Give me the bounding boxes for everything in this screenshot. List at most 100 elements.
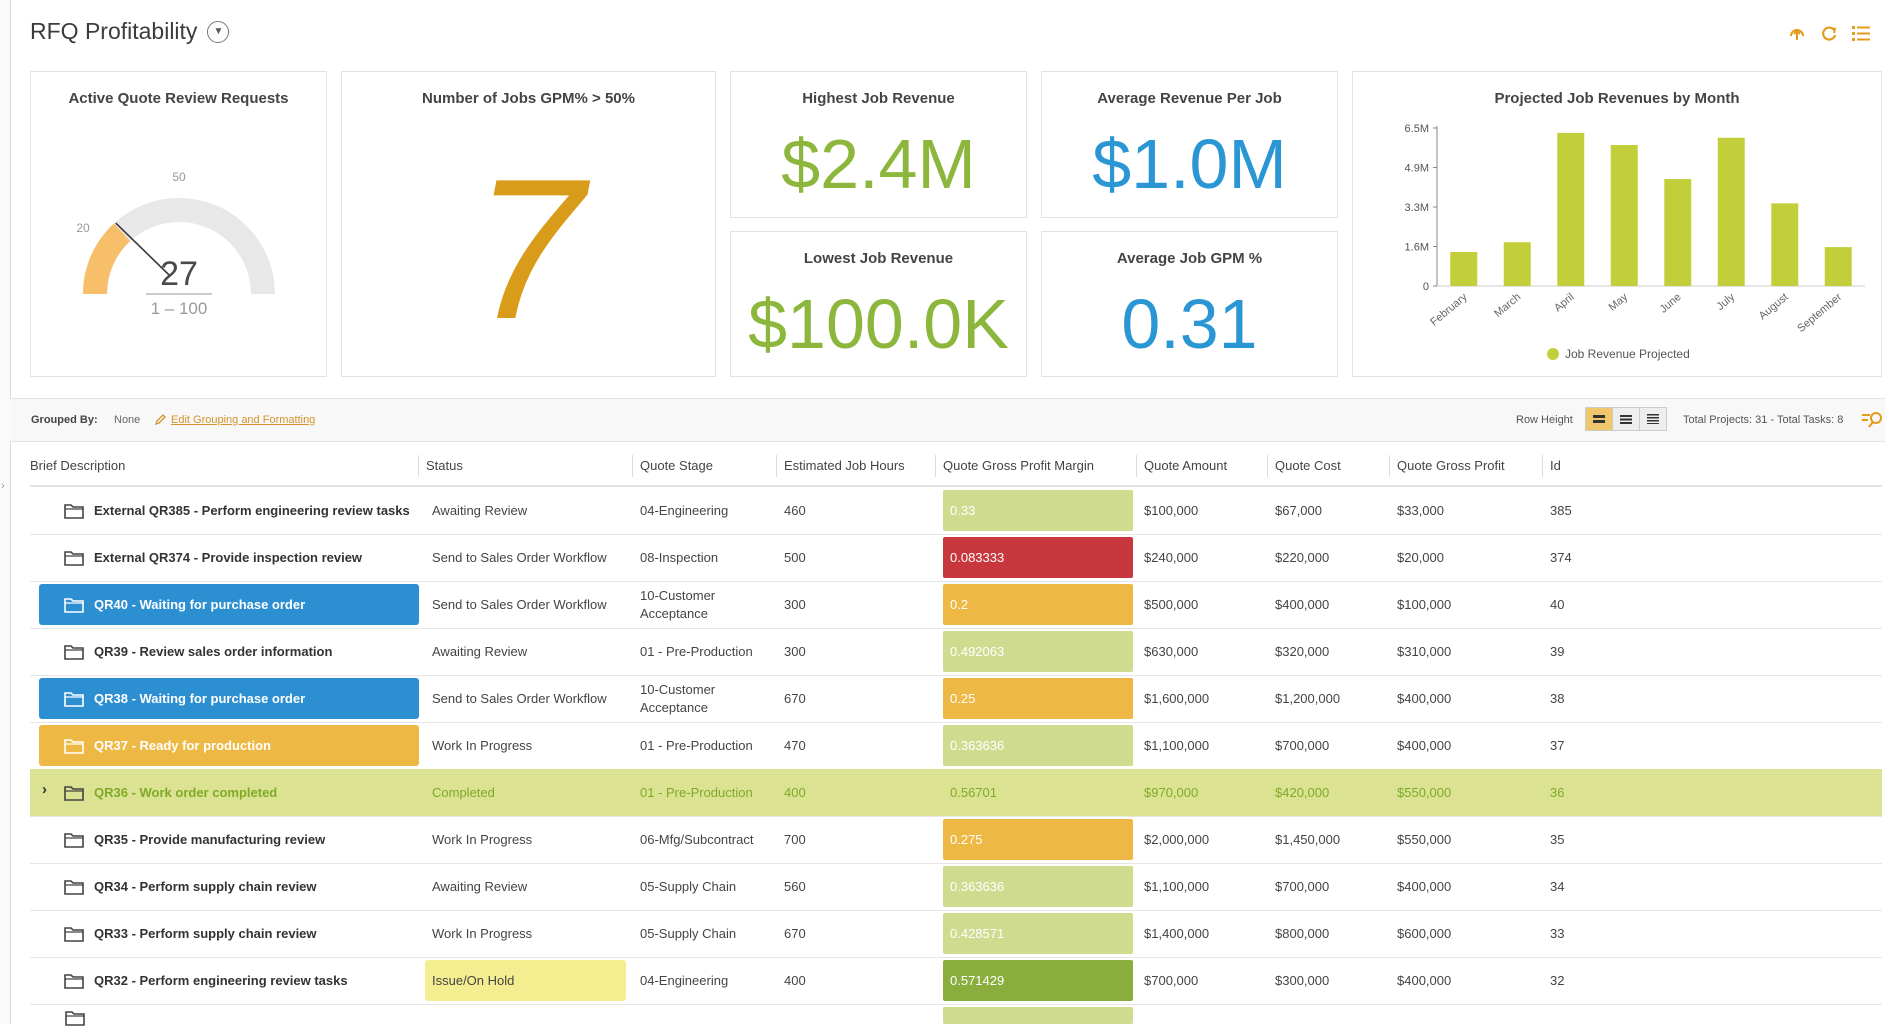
row-height-large-button[interactable]	[1586, 408, 1613, 430]
folder-icon	[64, 503, 84, 519]
edit-grouping-link[interactable]: Edit Grouping and Formatting	[154, 413, 315, 426]
expand-row-icon[interactable]: ›	[42, 781, 47, 798]
table-row[interactable]: QR32 - Perform engineering review tasks I…	[30, 957, 1882, 1005]
table-row[interactable]: QR38 - Waiting for purchase order Send to…	[30, 675, 1882, 723]
column-separator[interactable]	[1267, 455, 1268, 477]
row-height-small-button[interactable]	[1640, 408, 1666, 430]
gross-profit-margin-cell: 0.492063	[943, 631, 1133, 672]
grid-toolbar: Grouped By: None Edit Grouping and Forma…	[10, 398, 1885, 442]
brief-description-text: QR36 - Work order completed	[94, 785, 278, 800]
brief-description-cell[interactable]: QR32 - Perform engineering review tasks	[39, 957, 419, 1004]
quote-stage-cell: 06-Mfg/Subcontract	[640, 831, 754, 847]
column-separator[interactable]	[935, 455, 936, 477]
quote-amount-cell: $1,600,000	[1144, 691, 1210, 706]
legend-swatch	[1547, 348, 1559, 360]
column-separator[interactable]	[1542, 455, 1543, 477]
table-row[interactable]: › QR36 - Work order completed Completed 01 …	[30, 769, 1882, 817]
brief-description-text: QR32 - Perform engineering review tasks	[94, 973, 348, 988]
quote-gross-profit-cell: $400,000	[1397, 879, 1452, 894]
column-separator[interactable]	[776, 455, 777, 477]
table-row[interactable]: External QR374 - Provide inspection revi…	[30, 534, 1882, 582]
table-row[interactable]: QR39 - Review sales order information Awa…	[30, 628, 1882, 676]
column-header[interactable]: Brief Description	[30, 458, 126, 473]
refresh-icon[interactable]	[1818, 22, 1840, 44]
column-header[interactable]: Quote Stage	[640, 458, 713, 473]
card-highest-revenue: Highest Job Revenue $2.4M	[730, 71, 1027, 218]
table-row[interactable]: QR33 - Perform supply chain review Work I…	[30, 910, 1882, 958]
gross-profit-margin-cell: 0.363636	[943, 866, 1133, 907]
x-tick-label: March	[1492, 291, 1523, 320]
status-cell: Awaiting Review	[432, 503, 528, 518]
row-height-toggle	[1585, 407, 1667, 431]
upload-icon[interactable]	[1786, 22, 1808, 44]
table-row[interactable]: QR35 - Provide manufacturing review Work …	[30, 816, 1882, 864]
column-header[interactable]: Quote Gross Profit	[1397, 458, 1505, 473]
brief-description-cell[interactable]: QR34 - Perform supply chain review	[39, 863, 419, 910]
quote-amount-cell: $1,100,000	[1144, 738, 1210, 753]
folder-icon	[64, 832, 84, 848]
id-cell: 374	[1550, 550, 1572, 565]
grouped-by-label: Grouped By:	[31, 414, 98, 426]
column-header[interactable]: Id	[1550, 458, 1561, 473]
expand-rail-icon[interactable]: ›	[1, 480, 5, 492]
brief-description-cell[interactable]: QR36 - Work order completed	[39, 769, 419, 816]
gauge-track	[83, 198, 275, 294]
folder-icon	[64, 597, 84, 613]
brief-description-cell[interactable]: External QR374 - Provide inspection revi…	[39, 534, 419, 581]
card-average-revenue: Average Revenue Per Job $1.0M	[1041, 71, 1338, 218]
kpi-value: $1.0M	[1092, 125, 1287, 203]
quote-gross-profit-cell: $600,000	[1397, 926, 1452, 941]
table-row[interactable]: QR40 - Waiting for purchase order Send to…	[30, 581, 1882, 629]
status-cell: Awaiting Review	[432, 879, 528, 894]
quote-gross-profit-cell: $400,000	[1397, 973, 1452, 988]
status-cell: Work In Progress	[432, 832, 533, 847]
id-cell: 33	[1550, 926, 1565, 941]
quote-amount-cell: $1,100,000	[1144, 879, 1210, 894]
y-tick-label: 4.9M	[1405, 163, 1429, 175]
card-title: Number of Jobs GPM% > 50%	[422, 90, 635, 107]
brief-description-text: QR39 - Review sales order information	[94, 644, 333, 659]
totals-summary: Total Projects: 31 - Total Tasks: 8	[1683, 414, 1844, 426]
quote-cost-cell: $800,000	[1275, 926, 1330, 941]
x-tick-label: July	[1714, 291, 1737, 313]
chevron-down-icon[interactable]: ▼	[207, 20, 230, 43]
row-height-medium-button[interactable]	[1613, 408, 1640, 430]
brief-description-cell[interactable]: QR40 - Waiting for purchase order	[39, 584, 419, 625]
gross-profit-margin-cell: 0.2	[943, 584, 1133, 625]
column-header[interactable]: Quote Cost	[1275, 458, 1341, 473]
quote-stage-cell: 01 - Pre-Production	[640, 643, 753, 659]
quote-cost-cell: $320,000	[1275, 644, 1330, 659]
table-row[interactable]: QR34 - Perform supply chain review Awaiti…	[30, 863, 1882, 911]
id-cell: 36	[1550, 785, 1565, 800]
column-header[interactable]: Estimated Job Hours	[784, 458, 905, 473]
list-icon[interactable]	[1850, 22, 1872, 44]
column-header[interactable]: Status	[426, 458, 463, 473]
gauge-chart: 50 20 27 1 – 100	[76, 170, 275, 318]
column-separator[interactable]	[1389, 455, 1390, 477]
quote-amount-cell: $500,000	[1144, 597, 1199, 612]
quote-stage-cell: 04-Engineering	[640, 502, 729, 518]
table-row[interactable]	[30, 1004, 1882, 1026]
brief-description-cell[interactable]: QR37 - Ready for production	[39, 725, 419, 766]
folder-icon	[64, 879, 84, 895]
status-cell: Work In Progress	[432, 926, 533, 941]
column-header[interactable]: Quote Amount	[1144, 458, 1228, 473]
brief-description-cell[interactable]: QR35 - Provide manufacturing review	[39, 816, 419, 863]
column-header[interactable]: Quote Gross Profit Margin	[943, 458, 1094, 473]
column-separator[interactable]	[1136, 455, 1137, 477]
brief-description-cell[interactable]: QR39 - Review sales order information	[39, 628, 419, 675]
chart-bar	[1557, 132, 1585, 286]
column-separator[interactable]	[418, 455, 419, 477]
column-separator[interactable]	[632, 455, 633, 477]
rows-medium-icon	[1620, 415, 1632, 424]
search-icon[interactable]	[1861, 410, 1885, 433]
brief-description-cell[interactable]: QR38 - Waiting for purchase order	[39, 678, 419, 719]
table-row[interactable]: External QR385 - Perform engineering rev…	[30, 487, 1882, 535]
brief-description-cell[interactable]: External QR385 - Perform engineering rev…	[39, 487, 419, 534]
left-rail[interactable]: ›	[0, 0, 11, 1024]
id-cell: 39	[1550, 644, 1565, 659]
row-height-label: Row Height	[1516, 414, 1573, 426]
estimated-hours-cell: 500	[784, 550, 806, 565]
brief-description-cell[interactable]: QR33 - Perform supply chain review	[39, 910, 419, 957]
